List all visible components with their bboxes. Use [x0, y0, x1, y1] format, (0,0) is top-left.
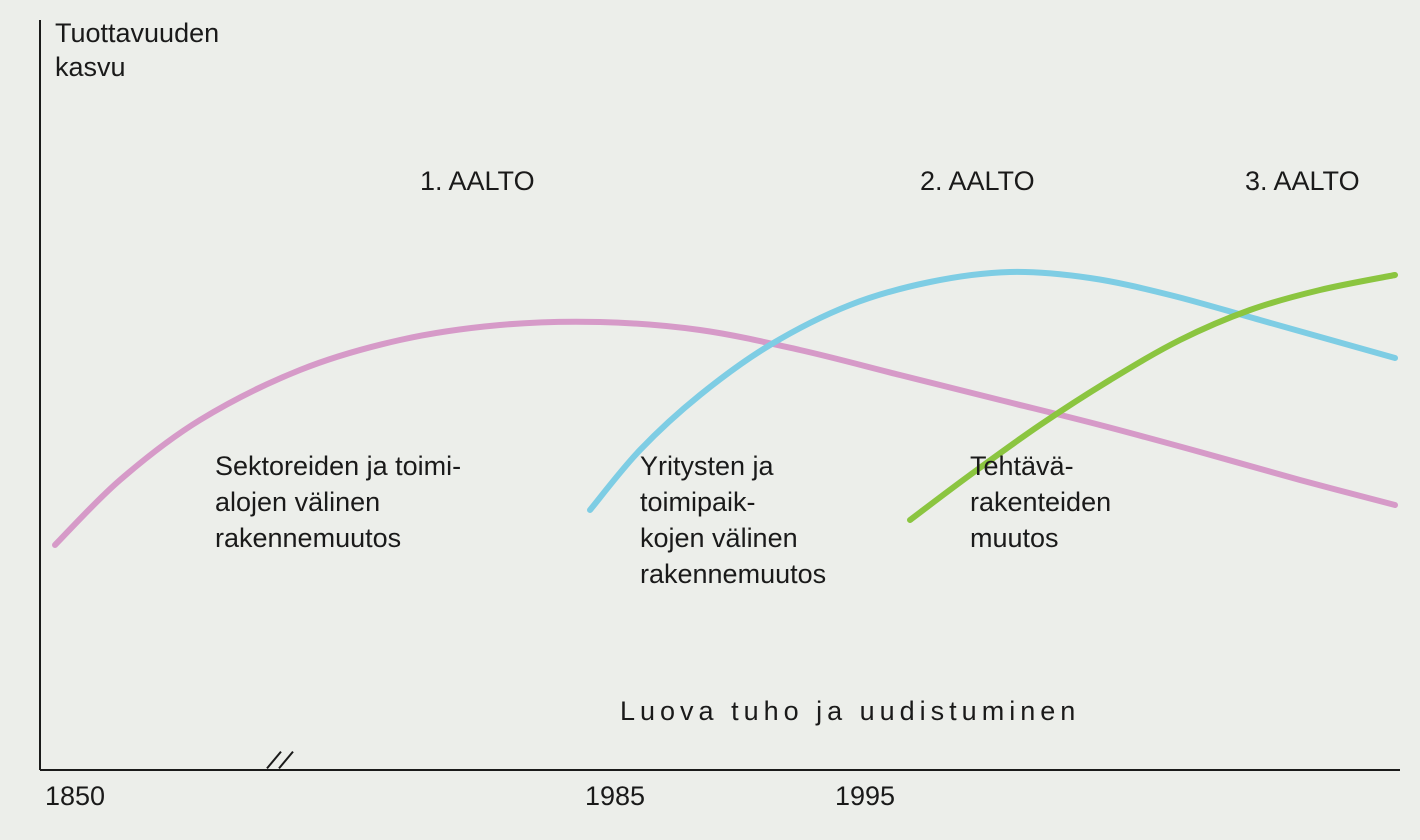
- x-tick-1: 1985: [585, 781, 645, 811]
- chart-root: Tuottavuudenkasvu1. AALTO2. AALTO3. AALT…: [0, 0, 1420, 840]
- chart-svg: Tuottavuudenkasvu1. AALTO2. AALTO3. AALT…: [0, 0, 1420, 840]
- x-tick-0: 1850: [45, 781, 105, 811]
- wave-label-1: 1. AALTO: [420, 166, 535, 196]
- wave-label-3: 3. AALTO: [1245, 166, 1360, 196]
- x-tick-2: 1995: [835, 781, 895, 811]
- wave-label-2: 2. AALTO: [920, 166, 1035, 196]
- subtitle: Luova tuho ja uudistuminen: [620, 696, 1080, 726]
